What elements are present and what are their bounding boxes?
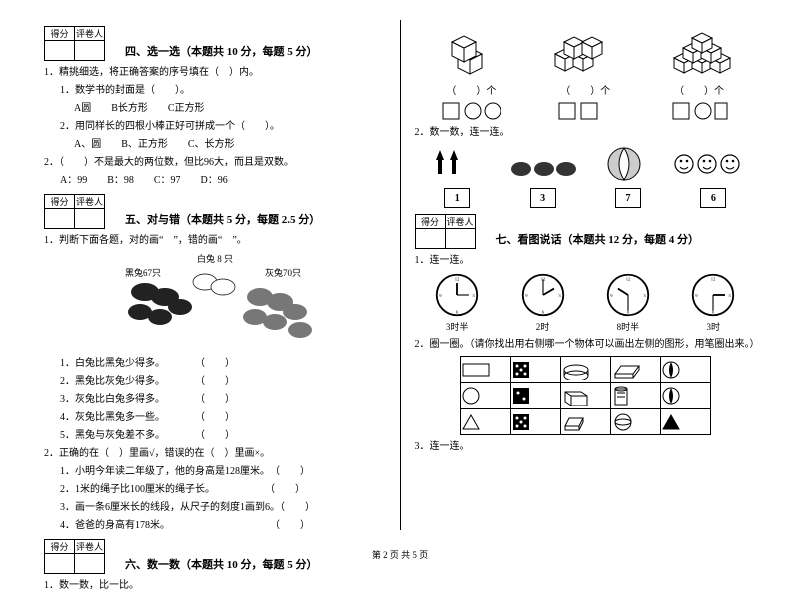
sec4-q1a: 1．数学书的封面是（ ）。 [44, 83, 386, 98]
cubes-labels: （ ）个 （ ）个 （ ）个 [415, 82, 757, 97]
white-rabbit-label: 白兔 8 只 [197, 253, 233, 264]
clock-label-2: 2时 [520, 320, 566, 333]
sec4-q1: 1．精挑细选，将正确答案的序号填在（ ）内。 [44, 65, 386, 80]
clock-3: 12369 [605, 272, 651, 318]
svg-text:12: 12 [626, 276, 631, 281]
cube-stack-2 [545, 24, 615, 78]
cube-label-2: （ ）个 [560, 82, 610, 97]
sec5-q1: 1．判断下面各题，对的画“ ”，错的画“ ”。 [44, 233, 386, 248]
sec5-c3: 3．画一条6厘米长的线段，从尺子的刻度1画到6。（ ） [44, 500, 386, 515]
shape-outline-row [415, 101, 757, 121]
rocket-icon [428, 144, 478, 184]
sec5-c4: 4．爸爸的身高有178米。 （ ） [44, 518, 386, 533]
sec4-q1b-opts: A、圆 B、正方形 C、长方形 [44, 137, 386, 152]
sec5-c1: 1．小明今年读二年级了，他的身高是128厘米。 （ ） [44, 464, 386, 479]
clock-4: 12369 [690, 272, 736, 318]
sec7-title: 七、看图说话（本题共 12 分，每题 4 分） [496, 231, 700, 249]
left-column: 得分评卷人 四、选一选（本题共 10 分，每题 5 分） 1．精挑细选，将正确答… [30, 20, 400, 530]
clock-label-1: 3时半 [434, 320, 480, 333]
score-box-sec5: 得分评卷人 五、对与错（本题共 5 分，每题 2.5 分） [44, 194, 386, 229]
clock-1: 12369 [434, 272, 480, 318]
gray-rabbit-label: 灰兔70只 [265, 267, 301, 278]
sec4-title: 四、选一选（本题共 10 分，每题 5 分） [125, 43, 318, 61]
sec5-j2: 2．黑兔比灰兔少得多。 （ ） [44, 374, 386, 389]
ball-icon [604, 144, 644, 184]
number-box-row: 1 3 7 6 [415, 188, 757, 208]
score-box-sec4: 得分评卷人 四、选一选（本题共 10 分，每题 5 分） [44, 26, 386, 61]
sec4-q1b: 2．用同样长的四根小棒正好可拼成一个（ ）。 [44, 119, 386, 134]
page-footer: 第 2 页 共 5 页 [0, 548, 800, 561]
clock-label-3: 8时半 [605, 320, 651, 333]
svg-text:12: 12 [455, 276, 460, 281]
black-rabbit-label: 黑兔67只 [125, 267, 161, 278]
clock-row: 12369 3时半 12369 2时 12369 8时半 12369 3时 [415, 272, 757, 333]
sec5-j5: 5．黑兔与灰兔差不多。 （ ） [44, 428, 386, 443]
sec5-q2: 2．正确的在（ ）里画√，错误的在（ ）里画×。 [44, 446, 386, 461]
numbox-1: 1 [444, 188, 470, 208]
cubes-row [415, 24, 757, 78]
score-hdr: 得分 [45, 27, 75, 41]
sec5-c2: 2．1米的绳子比100厘米的绳子长。 （ ） [44, 482, 386, 497]
turtle-icon [506, 144, 576, 184]
sec5-title: 五、对与错（本题共 5 分，每题 2.5 分） [125, 211, 320, 229]
right-column: （ ）个 （ ）个 （ ）个 2．数一数，连一连。 1 3 7 6 得分评卷人 … [401, 20, 771, 530]
svg-text:12: 12 [711, 276, 716, 281]
clock-2: 12369 [520, 272, 566, 318]
sec4-q2: 2．（ ）不是最大的两位数，但比96大，而且是双数。 [44, 155, 386, 170]
sec6-q1: 1．数一数，比一比。 [44, 578, 386, 593]
sec5-j3: 3．灰兔比白兔多得多。 （ ） [44, 392, 386, 407]
sec5-j1: 1．白兔比黑兔少得多。 （ ） [44, 356, 386, 371]
cube-stack-3 [662, 24, 732, 78]
grader-hdr: 评卷人 [75, 27, 105, 41]
q-count: 2．数一数，连一连。 [415, 125, 757, 140]
cube-stack-1 [438, 24, 498, 78]
count-objects-row [415, 144, 757, 184]
clock-label-4: 3时 [690, 320, 736, 333]
shape-match-table [460, 356, 711, 435]
smiley-icon [672, 144, 742, 184]
score-box-sec7: 得分评卷人 七、看图说话（本题共 12 分，每题 4 分） [415, 214, 757, 249]
numbox-7: 7 [615, 188, 641, 208]
sec5-j4: 4．灰兔比黑兔多一些。 （ ） [44, 410, 386, 425]
cube-label-3: （ ）个 [674, 82, 724, 97]
sec4-q2-opts: A：99 B：98 C：97 D：96 [44, 173, 386, 188]
sec7-q2: 2．圈一圈。（请你找出用右侧哪一个物体可以画出左侧的图形，用笔圈出来。） [415, 337, 757, 352]
numbox-6: 6 [700, 188, 726, 208]
rabbit-illustration: 白兔 8 只 黑兔67只 灰兔70只 [105, 252, 325, 352]
sec7-q3: 3．连一连。 [415, 439, 757, 454]
svg-text:12: 12 [540, 276, 545, 281]
numbox-3: 3 [530, 188, 556, 208]
sec7-q1: 1．连一连。 [415, 253, 757, 268]
cube-label-1: （ ）个 [446, 82, 496, 97]
sec4-q1a-opts: A圆 B长方形 C正方形 [44, 101, 386, 116]
